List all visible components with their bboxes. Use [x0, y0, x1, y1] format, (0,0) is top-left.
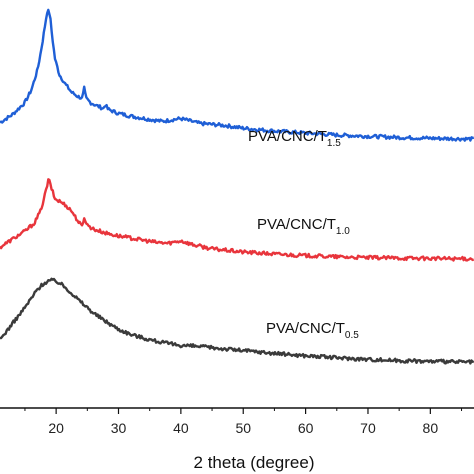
x-tick-label-50: 50	[235, 420, 251, 436]
series-label-0-5: PVA/CNC/T0.5	[266, 320, 359, 341]
x-tick-label-20: 20	[48, 420, 64, 436]
series-label-1-5: PVA/CNC/T1.5	[248, 128, 341, 149]
x-ticks: 20 30 40 50 60 70 80	[24, 408, 463, 436]
x-axis-title: 2 theta (degree)	[194, 453, 315, 472]
series-line-0-5	[0, 277, 474, 365]
series-line-1-0	[0, 178, 474, 262]
series-layer	[0, 8, 474, 365]
x-tick-label-80: 80	[423, 420, 439, 436]
x-tick-label-40: 40	[173, 420, 189, 436]
series-labels: PVA/CNC/T1.5 PVA/CNC/T1.0 PVA/CNC/T0.5	[248, 128, 359, 341]
x-tick-label-60: 60	[298, 420, 314, 436]
x-tick-label-30: 30	[111, 420, 127, 436]
x-tick-label-70: 70	[360, 420, 376, 436]
series-label-1-0: PVA/CNC/T1.0	[257, 216, 350, 237]
series-line-1-5	[0, 8, 474, 142]
